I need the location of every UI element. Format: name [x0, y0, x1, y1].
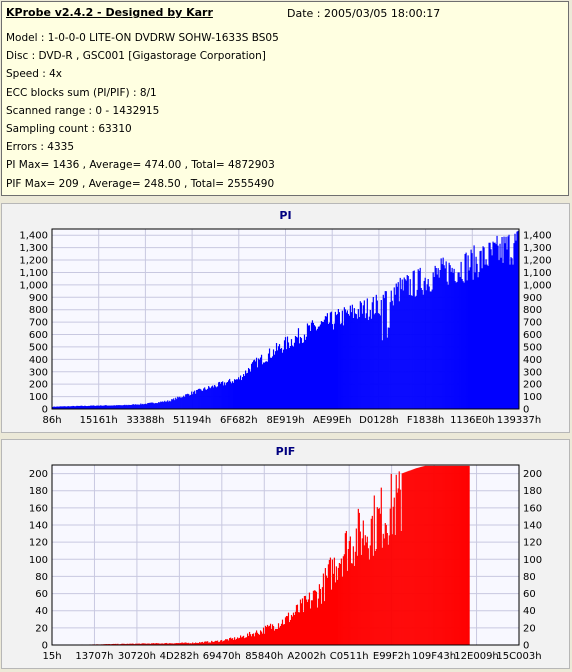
pi-y-tick-left: 100: [29, 392, 48, 403]
pif-y-tick-left: 80: [35, 572, 48, 583]
info-lines: Model : 1-0-0-0 LITE-ON DVDRW SOHW-1633S…: [6, 29, 279, 193]
pi-y-tick-right: 200: [523, 380, 542, 391]
pif-x-tick: C0511h: [330, 651, 369, 662]
info-speed: Speed : 4x: [6, 68, 63, 81]
pi-y-tick-right: 1,100: [523, 268, 552, 279]
pif-y-tick-left: 60: [35, 589, 48, 600]
pi-y-tick-left: 600: [29, 330, 48, 341]
pif-y-tick-left: 180: [29, 486, 48, 497]
pi-y-tick-left: 1,300: [19, 243, 48, 254]
pif-y-tick-left: 100: [29, 555, 48, 566]
pi-x-tick: 86h: [42, 415, 61, 426]
pif-y-tick-left: 20: [35, 623, 48, 634]
pi-x-tick: 15161h: [80, 415, 118, 426]
pif-y-tick-right: 40: [523, 606, 536, 617]
info-sampling: Sampling count : 63310: [6, 122, 132, 135]
pif-y-tick-right: 140: [523, 521, 542, 532]
pif-y-tick-left: 120: [29, 538, 48, 549]
pi-y-tick-left: 800: [29, 305, 48, 316]
pif-x-tick: 69470h: [203, 651, 241, 662]
pif-x-tick: A2002h: [287, 651, 326, 662]
pi-y-tick-right: 400: [523, 355, 542, 366]
pi-y-tick-right: 1,200: [523, 256, 552, 267]
pi-y-tick-right: 300: [523, 367, 542, 378]
pif-y-tick-right: 100: [523, 555, 542, 566]
pif-y-tick-left: 160: [29, 503, 48, 514]
pif-y-tick-left: 0: [42, 641, 48, 652]
pif-x-tick: 12E009h: [454, 651, 498, 662]
pi-x-tick: 1136E0h: [450, 415, 494, 426]
info-ecc: ECC blocks sum (PI/PIF) : 8/1: [6, 86, 157, 99]
pif-y-tick-right: 120: [523, 538, 542, 549]
pif-data-series: [52, 465, 470, 645]
pi-y-tick-left: 500: [29, 342, 48, 353]
info-errors: Errors : 4335: [6, 141, 74, 154]
pif-x-tick: 4D282h: [160, 651, 200, 662]
pi-y-tick-left: 700: [29, 318, 48, 329]
pi-x-tick: 139337h: [497, 415, 542, 426]
pi-x-tick: 8E919h: [266, 415, 304, 426]
pif-y-tick-left: 140: [29, 521, 48, 532]
pif-x-tick: 15h: [42, 651, 61, 662]
info-panel: KProbe v2.4.2 - Designed by Karr Date : …: [1, 1, 569, 196]
pi-y-tick-left: 300: [29, 367, 48, 378]
pi-y-tick-left: 0: [42, 405, 48, 416]
pif-chart-panel: PIF 0 0 20 20 40 40 60 60 80 80 100 100 120 120 140 140 1…: [1, 439, 570, 669]
pi-y-tick-left: 1,400: [19, 231, 48, 242]
info-disc: Disc : DVD-R , GSC001 [Gigastorage Corpo…: [6, 50, 266, 63]
pif-x-tick: 13707h: [75, 651, 113, 662]
pif-x-tick: 15C003h: [496, 651, 541, 662]
pi-y-tick-left: 1,000: [19, 280, 48, 291]
pif-y-tick-right: 180: [523, 486, 542, 497]
pif-y-tick-right: 60: [523, 589, 536, 600]
pi-y-tick-left: 1,200: [19, 256, 48, 267]
pi-y-tick-right: 800: [523, 305, 542, 316]
pif-chart: PIF 0 0 20 20 40 40 60 60 80 80 100 100 120 120 140 140 1…: [29, 445, 542, 662]
pi-y-tick-left: 1,100: [19, 268, 48, 279]
info-model: Model : 1-0-0-0 LITE-ON DVDRW SOHW-1633S…: [6, 32, 279, 44]
info-pif: PIF Max= 209 , Average= 248.50 , Total= …: [6, 177, 275, 190]
pi-y-tick-right: 900: [523, 293, 542, 304]
info-range: Scanned range : 0 - 1432915: [6, 104, 160, 117]
pi-chart-title: PI: [279, 209, 291, 222]
pif-x-tick: E99F2h: [373, 651, 411, 662]
pi-plot-border: [51, 228, 520, 410]
pi-y-tick-left: 200: [29, 380, 48, 391]
pi-y-tick-right: 600: [523, 330, 542, 341]
pi-x-tick: F1838h: [407, 415, 445, 426]
scan-date: Date : 2005/03/05 18:00:17: [287, 7, 441, 20]
pif-x-tick: 85840h: [245, 651, 283, 662]
pi-data-series: [52, 230, 519, 409]
pif-y-tick-right: 80: [523, 572, 536, 583]
pi-y-tick-right: 1,300: [523, 243, 552, 254]
pi-x-tick: AE99Eh: [313, 415, 352, 426]
pif-chart-title: PIF: [276, 445, 296, 458]
pi-y-tick-right: 100: [523, 392, 542, 403]
pif-y-tick-right: 0: [523, 641, 529, 652]
pi-y-tick-right: 700: [523, 318, 542, 329]
pif-x-tick: 109F43h: [412, 651, 456, 662]
pif-y-tick-right: 20: [523, 623, 536, 634]
pi-x-tick: 33388h: [126, 415, 164, 426]
pif-plot-border: [51, 464, 520, 646]
pif-y-tick-right: 200: [523, 469, 542, 480]
pi-x-tick: 6F682h: [220, 415, 258, 426]
pif-x-tick: 30720h: [118, 651, 156, 662]
pif-y-tick-left: 200: [29, 469, 48, 480]
pi-y-tick-right: 500: [523, 342, 542, 353]
pi-chart-panel: PI 0 0 100 100 200 200 300 300 400 400 500 500 600 600…: [1, 203, 570, 433]
app-title: KProbe v2.4.2 - Designed by Karr: [6, 6, 213, 19]
info-pi: PI Max= 1436 , Average= 474.00 , Total= …: [6, 159, 275, 172]
pi-x-tick: 51194h: [173, 415, 211, 426]
pi-x-tick: D0128h: [359, 415, 399, 426]
pi-y-tick-left: 900: [29, 293, 48, 304]
pif-y-tick-right: 160: [523, 503, 542, 514]
pi-y-tick-left: 400: [29, 355, 48, 366]
pif-y-tick-left: 40: [35, 606, 48, 617]
pi-y-tick-right: 0: [523, 405, 529, 416]
pi-y-tick-right: 1,400: [523, 231, 552, 242]
pi-y-tick-right: 1,000: [523, 280, 552, 291]
